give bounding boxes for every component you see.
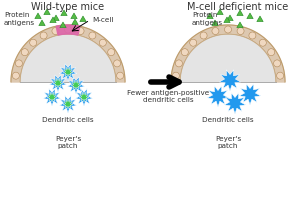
Polygon shape (53, 78, 63, 88)
Text: Peyer's
patch: Peyer's patch (55, 136, 81, 149)
Polygon shape (166, 82, 290, 144)
Polygon shape (53, 15, 59, 21)
Text: Dendritic cells: Dendritic cells (42, 117, 94, 123)
Polygon shape (63, 67, 73, 77)
Text: M-cell: M-cell (92, 17, 113, 23)
Circle shape (176, 60, 182, 67)
Polygon shape (56, 25, 80, 35)
Circle shape (237, 28, 244, 35)
Circle shape (21, 49, 28, 56)
Circle shape (52, 28, 59, 35)
Circle shape (20, 34, 116, 130)
Polygon shape (237, 22, 243, 28)
Polygon shape (11, 25, 125, 82)
Polygon shape (71, 13, 77, 19)
Polygon shape (257, 16, 263, 22)
Circle shape (89, 32, 96, 39)
Polygon shape (75, 89, 93, 106)
Circle shape (30, 39, 37, 46)
Polygon shape (247, 13, 253, 19)
Circle shape (108, 49, 115, 56)
Text: Peyer's
patch: Peyer's patch (215, 136, 241, 149)
Polygon shape (79, 92, 89, 102)
Polygon shape (207, 86, 229, 107)
Polygon shape (207, 13, 213, 19)
Polygon shape (39, 20, 45, 26)
Circle shape (181, 49, 188, 56)
Polygon shape (80, 16, 86, 22)
Polygon shape (217, 9, 223, 15)
Polygon shape (47, 92, 57, 102)
Polygon shape (59, 64, 77, 81)
Polygon shape (44, 9, 50, 15)
Circle shape (200, 32, 207, 39)
Polygon shape (63, 99, 73, 109)
Polygon shape (224, 17, 230, 23)
Text: Protein
antigens: Protein antigens (4, 12, 35, 25)
Polygon shape (35, 13, 41, 19)
Polygon shape (171, 25, 285, 82)
Circle shape (15, 60, 22, 67)
Polygon shape (212, 20, 218, 26)
Circle shape (99, 39, 106, 46)
Circle shape (212, 28, 219, 35)
Polygon shape (224, 93, 246, 114)
Polygon shape (219, 70, 241, 91)
Polygon shape (72, 19, 78, 25)
Polygon shape (59, 96, 77, 113)
Circle shape (172, 72, 179, 79)
Polygon shape (6, 82, 130, 144)
Circle shape (40, 32, 47, 39)
Text: Fewer antigen-positive
dendritic cells: Fewer antigen-positive dendritic cells (127, 90, 209, 103)
Polygon shape (237, 10, 243, 16)
Polygon shape (67, 77, 85, 94)
Polygon shape (49, 75, 67, 92)
Polygon shape (71, 80, 81, 90)
Text: Dendritic cells: Dendritic cells (202, 117, 254, 123)
Polygon shape (61, 10, 67, 16)
Circle shape (259, 39, 266, 46)
Polygon shape (227, 15, 233, 21)
Text: Wild-type mice: Wild-type mice (32, 2, 105, 12)
Circle shape (274, 60, 280, 67)
Circle shape (190, 39, 197, 46)
Text: Protein
antigens: Protein antigens (192, 12, 223, 25)
Circle shape (268, 49, 275, 56)
Circle shape (277, 72, 284, 79)
Polygon shape (43, 89, 61, 106)
Circle shape (114, 60, 121, 67)
Circle shape (64, 26, 71, 33)
Text: M-cell deficient mice: M-cell deficient mice (188, 2, 289, 12)
Polygon shape (50, 17, 56, 23)
Circle shape (117, 72, 124, 79)
Circle shape (77, 28, 84, 35)
Circle shape (224, 26, 232, 33)
Circle shape (249, 32, 256, 39)
Polygon shape (60, 22, 66, 28)
Circle shape (12, 72, 20, 79)
Polygon shape (239, 84, 261, 105)
Circle shape (180, 34, 276, 130)
